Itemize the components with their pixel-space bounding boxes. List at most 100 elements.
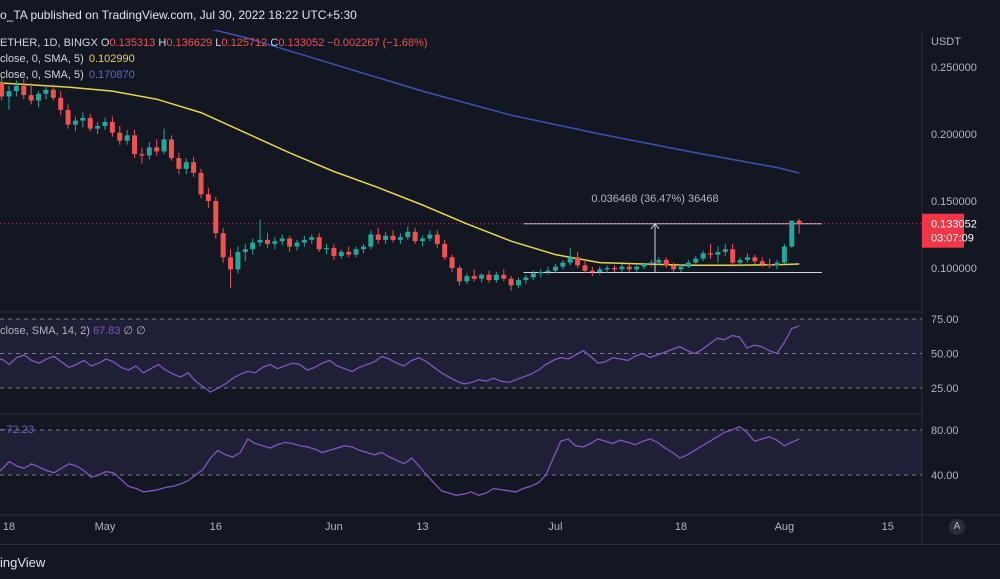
candle-body: [397, 237, 403, 240]
candle-body: [737, 259, 743, 263]
candle-body: [693, 258, 699, 263]
candle-body: [72, 120, 78, 125]
candle-body: [656, 259, 662, 263]
candle-body: [545, 270, 551, 273]
candle-body: [213, 201, 219, 234]
candle-body: [796, 220, 802, 224]
candle-body: [471, 276, 477, 279]
candle-body: [228, 257, 234, 270]
chart-canvas[interactable]: 18 May 16 Jun 13 Jul 18 Aug 15 0.250000 0.200000 0.…: [0, 30, 1000, 544]
williams-value: −72.23: [0, 424, 34, 436]
measure-arrow-head: [650, 222, 660, 230]
candle-body: [235, 251, 241, 270]
rsi-tick-label: 50.00: [931, 349, 959, 361]
candle-body: [412, 231, 418, 242]
candle-body: [663, 259, 669, 266]
high-value: 0.136629: [166, 37, 213, 49]
candle-body: [316, 237, 322, 250]
rsi-tick-label: 25.00: [931, 383, 959, 395]
candle-body: [708, 253, 714, 255]
williams-line: [0, 425, 800, 496]
candle-body: [21, 85, 27, 96]
candle-body: [597, 269, 603, 273]
open-value: 0.135313: [109, 37, 156, 49]
change-value: −0.002267 (−1.68%): [327, 37, 428, 49]
sma-slow-line: [211, 30, 800, 174]
candle-body: [80, 117, 86, 121]
candle-body: [183, 162, 189, 169]
low-value: 0.125712: [221, 37, 268, 49]
candle-body: [774, 262, 780, 266]
candle-body: [65, 109, 71, 125]
candle-body: [442, 243, 448, 258]
candle-body: [516, 280, 522, 286]
candle-body: [6, 91, 12, 97]
candle-body: [0, 83, 5, 97]
candle-body: [582, 265, 588, 271]
candle-body: [700, 253, 706, 259]
candle-body: [752, 257, 758, 262]
sma-slow-label: close, 0, SMA, 5): [0, 69, 84, 81]
price-tag-countdown: 03:07:09: [931, 233, 974, 245]
candle-body: [124, 135, 130, 141]
candle-body: [612, 268, 618, 270]
x-tick-label: 18: [675, 521, 687, 533]
candle-body: [634, 266, 640, 270]
candle-body: [198, 172, 204, 195]
x-tick-label: May: [95, 521, 116, 533]
candle-body: [102, 121, 108, 126]
williams-tick-label: 80.00: [931, 425, 959, 437]
candle-body: [279, 238, 285, 242]
candle-body: [641, 263, 647, 267]
candle-body: [28, 95, 34, 101]
candle-body: [58, 97, 64, 110]
x-tick-label: 18: [3, 521, 15, 533]
rsi-value: 67.83: [92, 325, 121, 337]
currency-label: USDT: [931, 36, 961, 48]
sma-fast-legend: close, 0, SMA, 5) 0.102990: [0, 53, 135, 65]
candle-body: [427, 234, 433, 239]
y-tick-label: 0.200000: [931, 129, 977, 141]
rsi-tick-label: 75.00: [931, 314, 959, 326]
candle-body: [154, 147, 160, 152]
candle-body: [538, 272, 544, 274]
x-tick-label: Aug: [775, 521, 795, 533]
close-label: C: [270, 37, 279, 49]
candle-body: [434, 234, 440, 244]
candle-body: [560, 262, 566, 267]
candle-body: [132, 135, 138, 155]
candle-body: [604, 268, 610, 270]
candle-body: [567, 257, 573, 263]
rsi-legend: close, SMA, 14, 2) 67.83 ∅ ∅: [0, 324, 146, 337]
candle-body: [309, 237, 315, 240]
sma-fast-value: 0.102990: [88, 53, 135, 65]
candle-body: [626, 266, 632, 270]
open-label: O: [100, 37, 110, 49]
candle-body: [405, 231, 411, 238]
candle-body: [501, 274, 507, 279]
candle-body: [36, 93, 42, 101]
candle-body: [671, 265, 677, 270]
candle-body: [375, 234, 381, 240]
sma-slow-legend: close, 0, SMA, 5) 0.170870: [0, 69, 135, 81]
auto-scale-button[interactable]: A: [949, 519, 965, 535]
candle-body: [43, 89, 49, 94]
candle-body: [353, 249, 359, 255]
rsi-line: [0, 325, 800, 393]
brand-label: ingView: [0, 555, 46, 570]
candle-body: [685, 262, 691, 267]
candle-body: [250, 242, 256, 250]
candle-body: [759, 261, 765, 264]
price-tag-value: 0.133052: [931, 219, 977, 231]
candle-body: [13, 85, 19, 92]
candle-body: [301, 239, 307, 243]
candle-body: [294, 242, 300, 247]
y-tick-label: 0.100000: [931, 263, 977, 275]
candle-body: [456, 268, 462, 282]
x-tick-label: 13: [416, 521, 428, 533]
rsi-extra: ∅ ∅: [123, 325, 146, 337]
candle-body: [176, 158, 182, 169]
candle-body: [420, 238, 426, 242]
measure-label: 0.036468 (36.47%) 36468: [591, 193, 718, 205]
candle-body: [257, 239, 263, 243]
